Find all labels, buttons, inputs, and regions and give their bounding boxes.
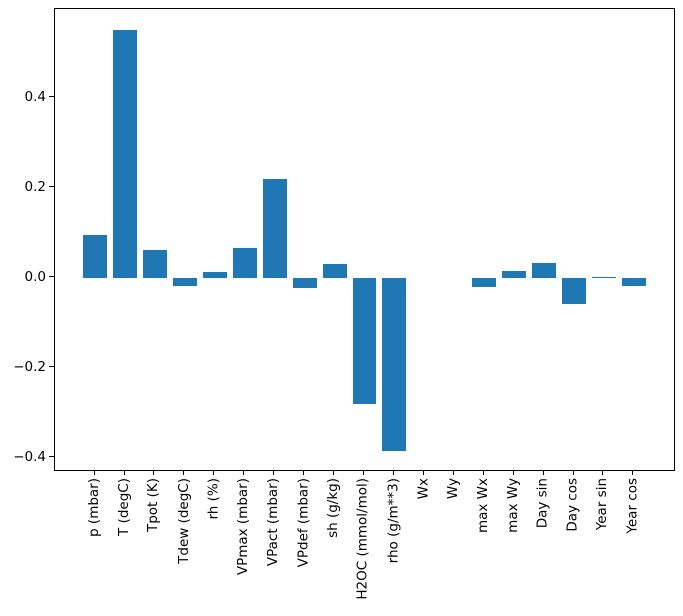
x-tick-year-cos bbox=[632, 470, 634, 475]
y-tick-label-0: 0.4 bbox=[24, 88, 46, 105]
y-tick-0 bbox=[49, 96, 54, 98]
y-tick-4 bbox=[49, 456, 54, 458]
y-tick-label-3: −0.2 bbox=[13, 358, 46, 375]
x-tick-h2oc-mmol-mol bbox=[363, 470, 364, 475]
x-tick-rho-g-m-3 bbox=[392, 470, 394, 475]
y-tick-1 bbox=[49, 186, 54, 188]
x-tick-label-h2oc-mmol-mol: H2OC (mmol/mol) bbox=[355, 478, 371, 600]
x-tick-label-rh: rh (%) bbox=[205, 478, 222, 520]
x-tick-label-vpmax-mbar: VPmax (mbar) bbox=[235, 478, 252, 576]
x-tick-label-rho-g-m-3: rho (g/m**3) bbox=[384, 478, 401, 564]
y-tick-label-4: −0.4 bbox=[13, 448, 46, 465]
y-tick-label-1: 0.2 bbox=[24, 178, 46, 195]
x-tick-wx bbox=[422, 470, 424, 475]
y-tick-2 bbox=[49, 276, 54, 278]
bar-year-sin bbox=[591, 276, 616, 278]
bar-rh bbox=[202, 271, 227, 278]
x-tick-vpmax-mbar bbox=[243, 470, 245, 475]
x-tick-label-p-mbar: p (mbar) bbox=[85, 478, 102, 537]
bar-tpot-k bbox=[143, 250, 167, 278]
x-tick-label-vpact-mbar: VPact (mbar) bbox=[265, 478, 282, 567]
x-tick-label-day-sin: Day sin bbox=[534, 478, 551, 529]
bar-day-cos bbox=[562, 277, 586, 305]
x-tick-t-degc bbox=[123, 470, 125, 475]
x-tick-tpot-k bbox=[153, 470, 155, 475]
x-tick-sh-g-kg bbox=[333, 470, 335, 475]
bar-t-degc bbox=[113, 30, 137, 278]
x-tick-label-max-wy: max Wy bbox=[504, 478, 521, 533]
x-tick-tdew-degc bbox=[183, 470, 185, 475]
x-tick-label-year-cos: Year cos bbox=[624, 478, 641, 534]
bar-sh-g-kg bbox=[322, 263, 347, 278]
bar-tdew-degc bbox=[172, 277, 197, 287]
x-tick-vpdef-mbar bbox=[303, 470, 305, 475]
bar-vpmax-mbar bbox=[232, 248, 257, 278]
x-tick-label-day-cos: Day cos bbox=[564, 478, 581, 532]
x-tick-label-tpot-k: Tpot (K) bbox=[145, 478, 162, 533]
bar-h2oc-mmol-mol bbox=[352, 277, 377, 404]
x-tick-rh bbox=[213, 470, 215, 475]
bar-max-wx bbox=[472, 277, 497, 287]
x-tick-day-sin bbox=[542, 470, 544, 475]
x-tick-label-tdew-degc: Tdew (degC) bbox=[175, 478, 192, 564]
x-tick-p-mbar bbox=[93, 470, 95, 475]
bar-vpact-mbar bbox=[262, 179, 287, 278]
plot-area bbox=[54, 8, 675, 471]
x-tick-label-wx: Wx bbox=[414, 478, 431, 500]
x-tick-label-t-degc: T (degC) bbox=[115, 478, 132, 536]
bar-year-cos bbox=[621, 277, 646, 287]
y-tick-3 bbox=[49, 366, 54, 368]
y-tick-label-2: 0.0 bbox=[24, 268, 46, 285]
x-tick-label-year-sin: Year sin bbox=[594, 478, 611, 531]
x-tick-vpact-mbar bbox=[273, 470, 275, 475]
bar-p-mbar bbox=[83, 234, 108, 278]
x-tick-label-sh-g-kg: sh (g/kg) bbox=[325, 478, 342, 538]
x-tick-label-max-wx: max Wx bbox=[474, 478, 491, 534]
bar-vpdef-mbar bbox=[292, 277, 317, 288]
bar-rho-g-m-3 bbox=[382, 277, 407, 451]
x-tick-label-wy: Wy bbox=[444, 478, 461, 500]
x-tick-max-wx bbox=[482, 470, 484, 475]
bar-day-sin bbox=[532, 263, 557, 278]
x-tick-max-wy bbox=[512, 470, 514, 475]
x-tick-wy bbox=[452, 470, 454, 475]
x-tick-day-cos bbox=[572, 470, 574, 475]
bar-max-wy bbox=[502, 270, 527, 278]
x-tick-label-vpdef-mbar: VPdef (mbar) bbox=[295, 478, 312, 568]
x-tick-year-sin bbox=[602, 470, 604, 475]
